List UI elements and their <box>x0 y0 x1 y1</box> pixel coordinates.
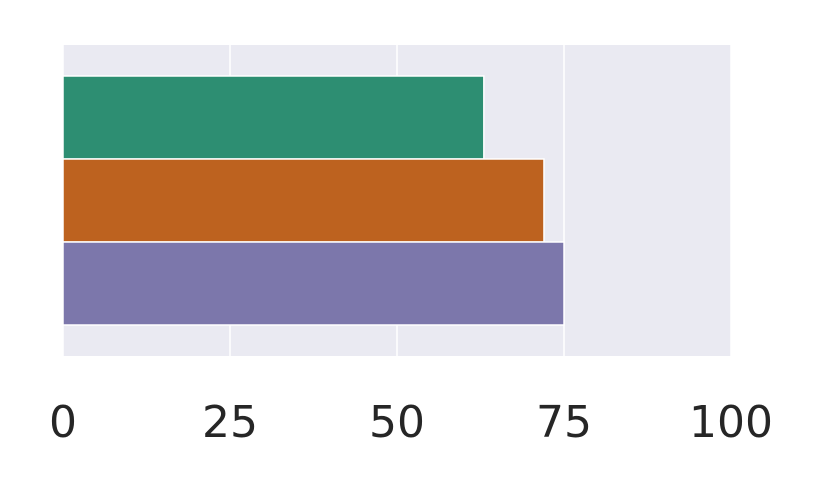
x-tick-label: 50 <box>369 397 425 448</box>
bar <box>62 75 485 160</box>
x-tick-label: 25 <box>202 397 258 448</box>
x-tick-label: 100 <box>689 397 773 448</box>
bar <box>62 158 545 243</box>
x-tick-label: 75 <box>536 397 592 448</box>
x-tick-label: 0 <box>49 397 77 448</box>
bar <box>62 241 565 326</box>
